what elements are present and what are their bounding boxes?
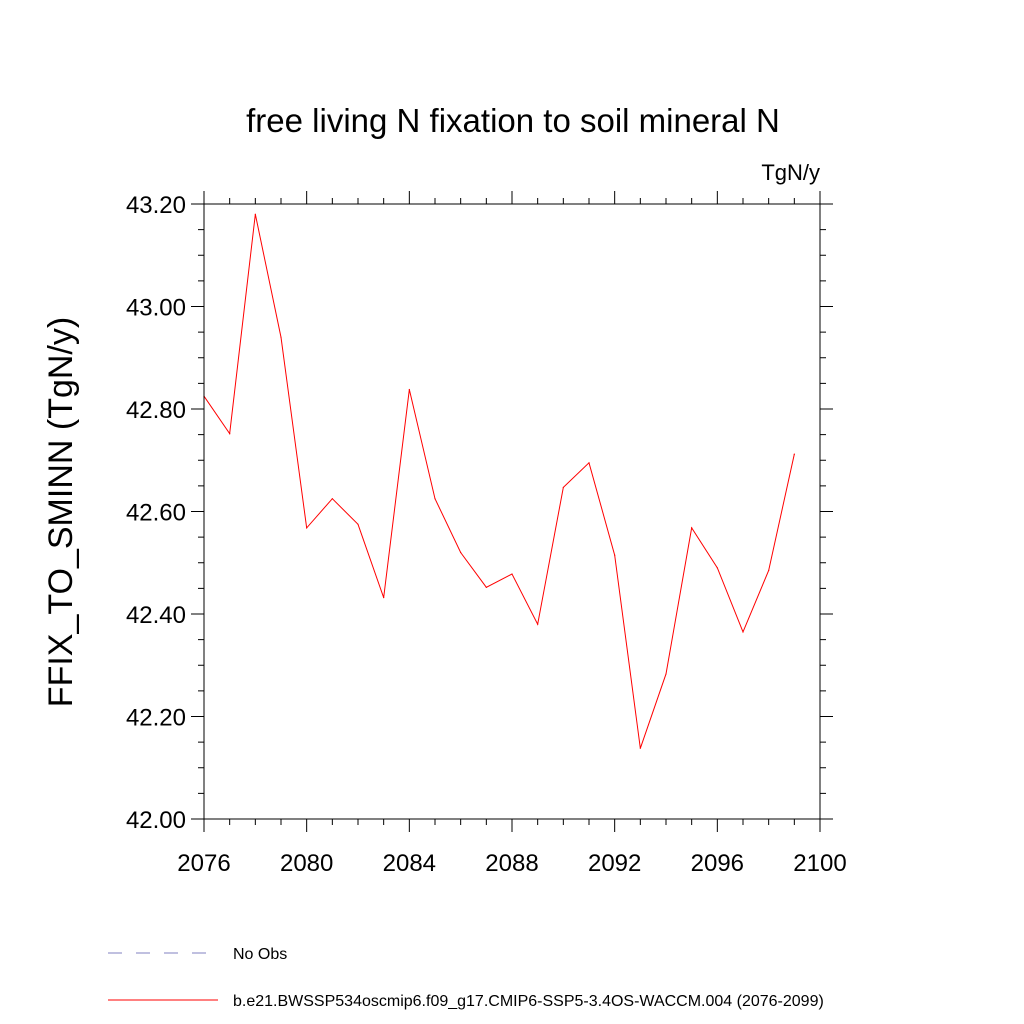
x-tick-label: 2096 xyxy=(691,850,744,877)
data-point xyxy=(306,527,308,529)
data-point xyxy=(665,673,667,675)
x-tick-label: 2084 xyxy=(383,850,436,877)
data-point xyxy=(793,453,795,455)
x-tick-label: 2076 xyxy=(177,850,230,877)
x-tick-label: 2088 xyxy=(485,850,538,877)
x-tick-label: 2092 xyxy=(588,850,641,877)
data-point xyxy=(460,551,462,554)
y-tick-label: 42.80 xyxy=(126,397,186,424)
data-point xyxy=(485,586,487,588)
y-tick-label: 43.00 xyxy=(126,295,186,322)
data-point xyxy=(229,433,231,435)
y-tick-labels: 42.00 42.20 42.40 42.60 42.80 43.00 43.20 xyxy=(126,192,186,834)
data-point xyxy=(331,498,333,500)
y-tick-label: 42.40 xyxy=(126,602,186,629)
data-point xyxy=(537,623,539,625)
data-point xyxy=(408,388,410,391)
data-point xyxy=(434,498,436,500)
y-tick-label: 42.00 xyxy=(126,807,186,834)
y-tick-label: 43.20 xyxy=(126,192,186,219)
series-line xyxy=(203,214,795,749)
y-tick-label: 42.20 xyxy=(126,705,186,732)
legend-label: b.e21.BWSSP534oscmip6.f09_g17.CMIP6-SSP5… xyxy=(233,993,824,1010)
units-label: TgN/y xyxy=(761,160,820,185)
data-point xyxy=(511,573,513,575)
series-layer xyxy=(203,213,795,749)
minor-ticks xyxy=(198,198,826,825)
data-point xyxy=(562,486,564,489)
data-point xyxy=(691,527,693,529)
data-point xyxy=(716,567,718,569)
legend: No Obs b.e21.BWSSP534oscmip6.f09_g17.CMIP… xyxy=(108,946,824,1010)
data-point xyxy=(254,213,256,215)
plot-frame xyxy=(203,203,821,820)
y-axis-label: FFIX_TO_SMINN (TgN/y) xyxy=(42,317,80,707)
major-ticks xyxy=(191,191,833,832)
data-point xyxy=(357,523,359,525)
x-tick-label: 2100 xyxy=(793,850,846,877)
data-point xyxy=(588,462,590,464)
data-point xyxy=(383,597,385,599)
x-tick-labels: 2076 2080 2084 2088 2092 2096 2100 xyxy=(177,850,846,877)
y-tick-label: 42.60 xyxy=(126,500,186,527)
data-point xyxy=(614,554,616,556)
chart-title: free living N fixation to soil mineral N xyxy=(246,102,780,139)
data-point xyxy=(742,631,744,633)
data-point xyxy=(280,336,282,338)
x-tick-label: 2080 xyxy=(280,850,333,877)
data-point xyxy=(639,747,641,749)
data-point xyxy=(768,569,770,572)
legend-label: No Obs xyxy=(233,946,287,963)
